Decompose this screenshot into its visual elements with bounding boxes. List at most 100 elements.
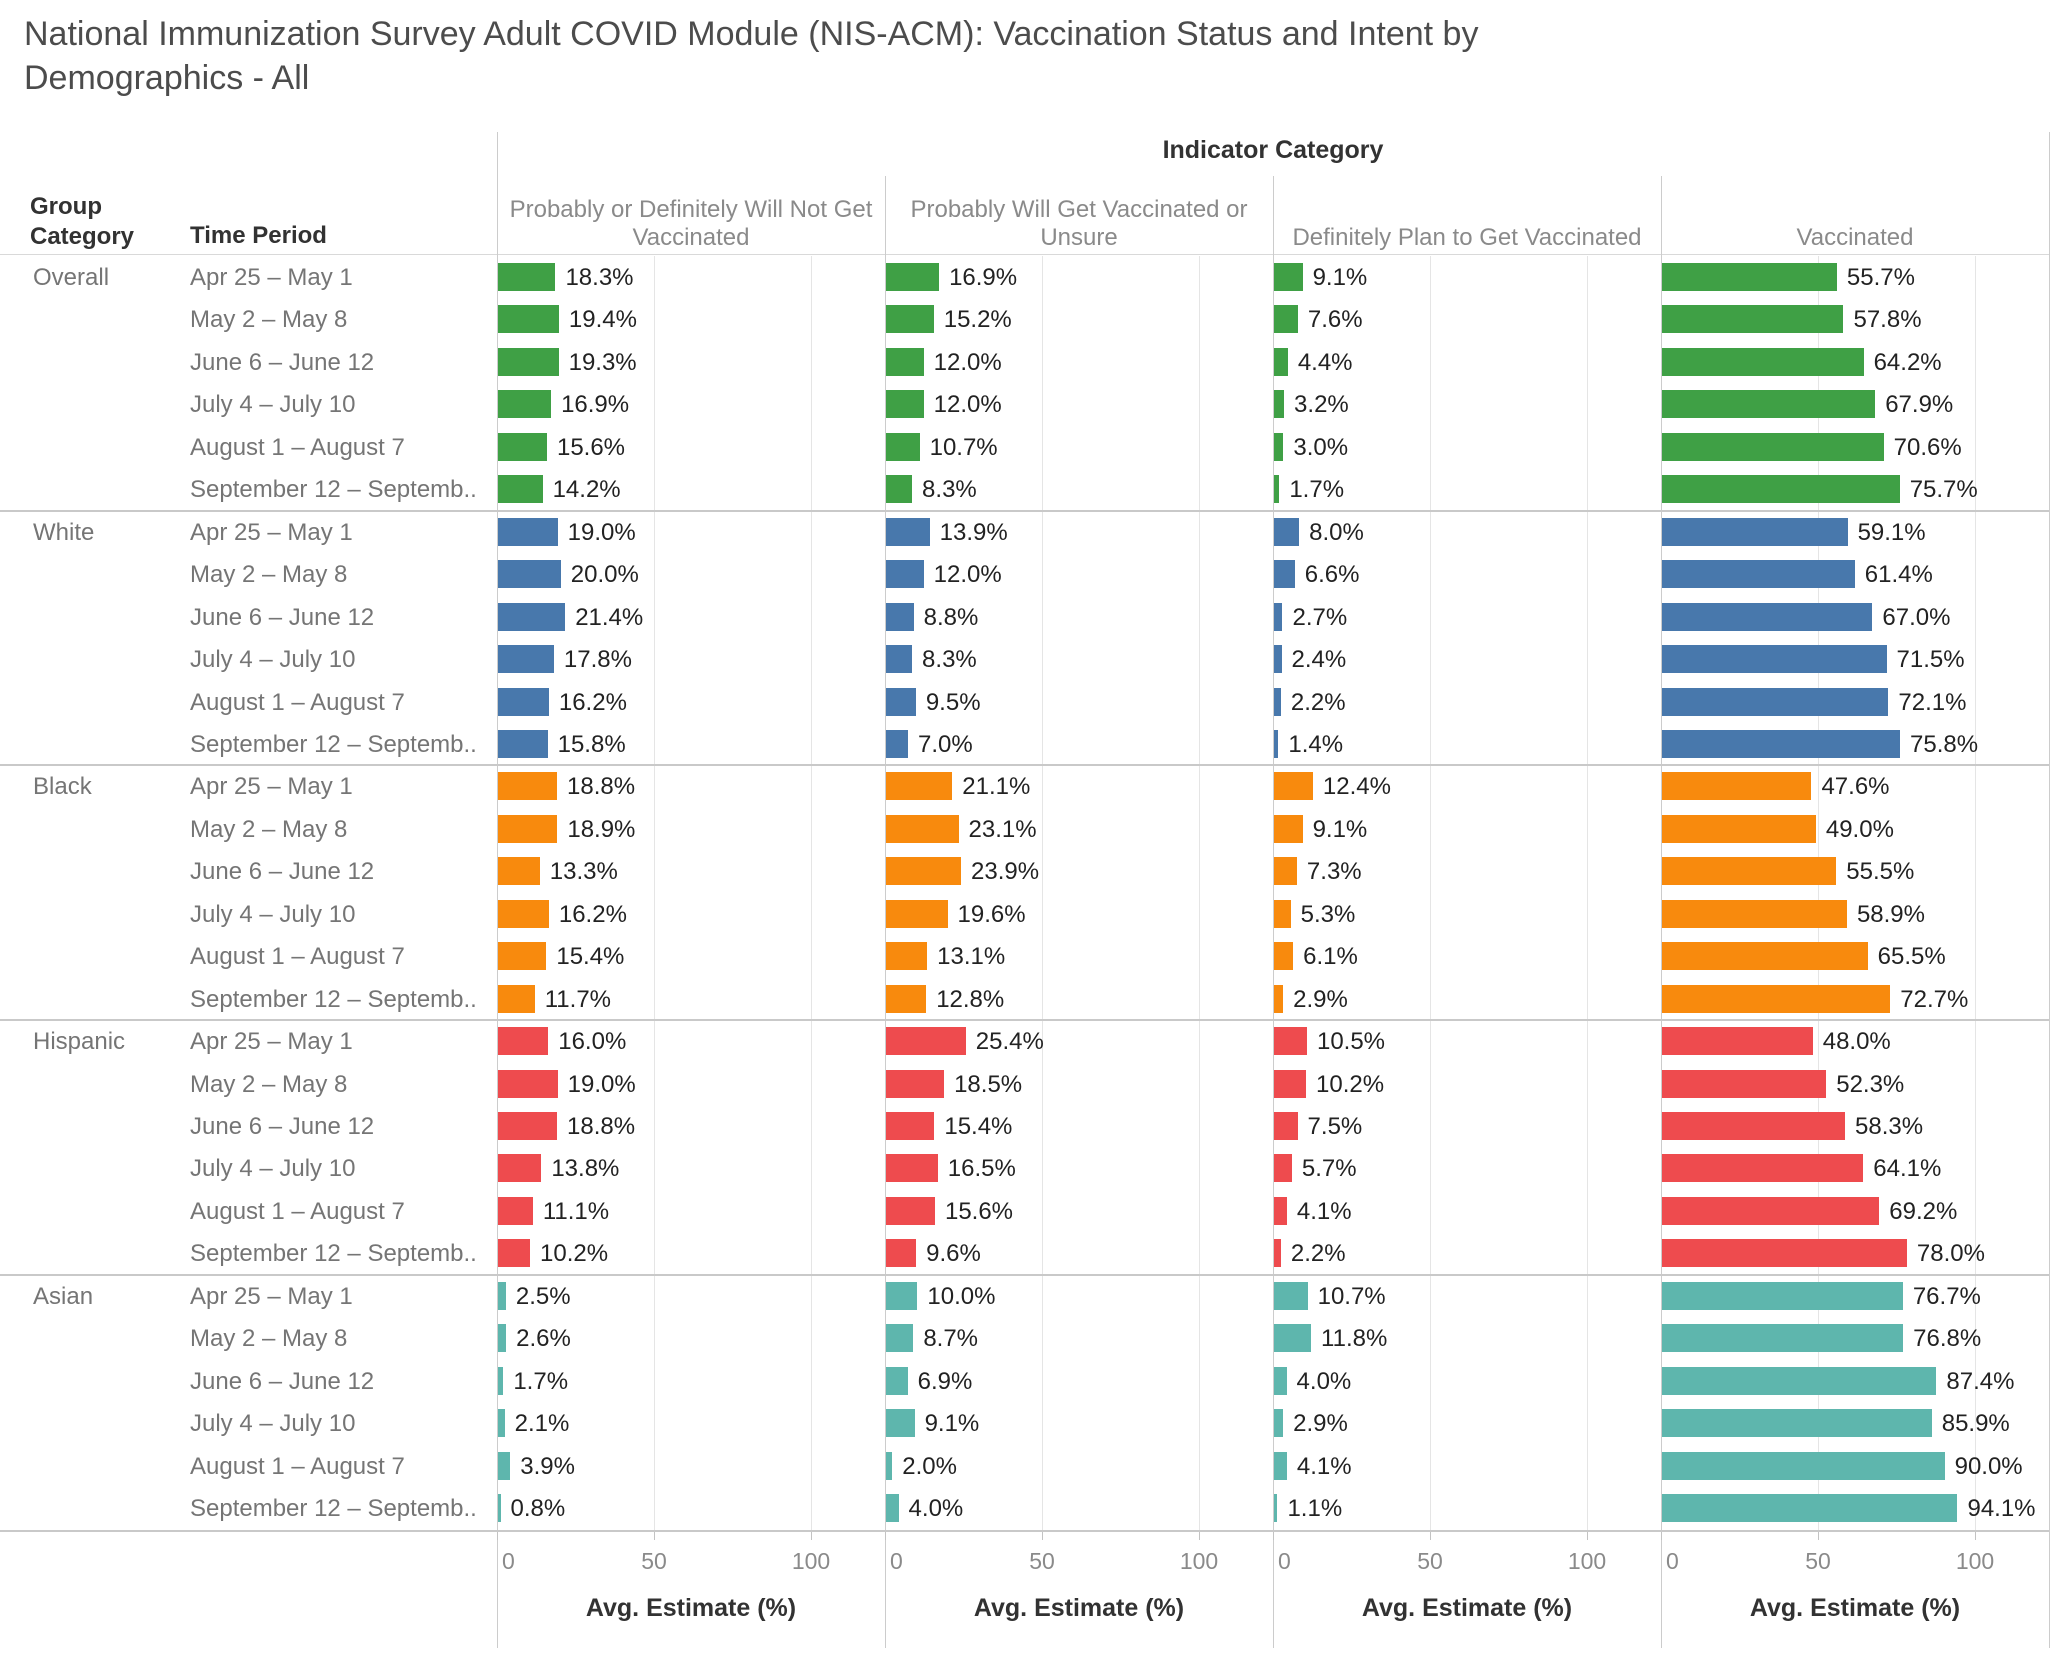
bar[interactable] <box>1662 263 1837 291</box>
bar[interactable] <box>1662 517 1848 546</box>
bar[interactable] <box>1274 1324 1312 1353</box>
bar[interactable] <box>886 517 930 546</box>
bar[interactable] <box>498 517 558 546</box>
bar[interactable] <box>1274 645 1282 674</box>
bar[interactable] <box>886 263 940 291</box>
bar[interactable] <box>1662 942 1868 971</box>
bar[interactable] <box>1662 432 1884 461</box>
bar[interactable] <box>498 390 552 419</box>
bar[interactable] <box>498 432 547 461</box>
bar[interactable] <box>1274 1239 1281 1268</box>
bar[interactable] <box>1274 602 1283 631</box>
bar[interactable] <box>498 772 558 801</box>
bar[interactable] <box>498 645 554 674</box>
bar[interactable] <box>886 984 927 1013</box>
bar[interactable] <box>498 1281 506 1310</box>
bar[interactable] <box>1662 1366 1937 1395</box>
bar[interactable] <box>1662 475 1900 504</box>
bar[interactable] <box>1274 1451 1287 1480</box>
bar[interactable] <box>498 305 559 334</box>
bar[interactable] <box>1274 942 1294 971</box>
bar[interactable] <box>886 1027 966 1056</box>
bar[interactable] <box>498 1027 549 1056</box>
bar[interactable] <box>498 475 543 504</box>
bar[interactable] <box>1274 1112 1298 1140</box>
bar[interactable] <box>498 1494 501 1523</box>
bar[interactable] <box>498 857 540 886</box>
bar[interactable] <box>1662 1324 1904 1353</box>
bar[interactable] <box>1662 1112 1846 1140</box>
bar[interactable] <box>886 1281 918 1310</box>
bar[interactable] <box>886 475 913 504</box>
bar[interactable] <box>886 1069 945 1098</box>
bar[interactable] <box>1662 1027 1813 1056</box>
bar[interactable] <box>886 432 920 461</box>
bar[interactable] <box>498 1409 505 1438</box>
bar[interactable] <box>1274 560 1295 589</box>
bar[interactable] <box>1274 1281 1308 1310</box>
bar[interactable] <box>886 602 914 631</box>
bar[interactable] <box>1662 1281 1903 1310</box>
bar[interactable] <box>1662 1409 1932 1438</box>
bar[interactable] <box>498 1366 504 1395</box>
bar[interactable] <box>1274 814 1303 843</box>
bar[interactable] <box>886 1324 914 1353</box>
bar[interactable] <box>886 1366 908 1395</box>
bar[interactable] <box>498 899 549 928</box>
bar[interactable] <box>886 857 962 886</box>
bar[interactable] <box>498 263 556 291</box>
bar[interactable] <box>498 1196 533 1225</box>
bar[interactable] <box>1274 347 1288 376</box>
bar[interactable] <box>886 1494 899 1523</box>
bar[interactable] <box>1662 899 1847 928</box>
bar[interactable] <box>1662 1069 1827 1098</box>
bar[interactable] <box>1274 1494 1278 1523</box>
bar[interactable] <box>886 560 924 589</box>
bar[interactable] <box>1662 729 1900 758</box>
bar[interactable] <box>1274 857 1297 886</box>
bar[interactable] <box>886 1154 938 1183</box>
bar[interactable] <box>1662 602 1873 631</box>
bar[interactable] <box>498 560 561 589</box>
bar[interactable] <box>1662 984 1891 1013</box>
bar[interactable] <box>886 729 908 758</box>
bar[interactable] <box>886 1451 893 1480</box>
bar[interactable] <box>1662 1451 1945 1480</box>
bar[interactable] <box>886 814 959 843</box>
bar[interactable] <box>1274 772 1313 801</box>
bar[interactable] <box>886 687 916 716</box>
bar[interactable] <box>1274 517 1300 546</box>
bar[interactable] <box>886 1112 935 1140</box>
bar[interactable] <box>1274 475 1280 504</box>
bar[interactable] <box>498 1451 511 1480</box>
bar[interactable] <box>886 1196 935 1225</box>
bar[interactable] <box>1662 857 1837 886</box>
bar[interactable] <box>1662 560 1855 589</box>
bar[interactable] <box>1274 263 1303 291</box>
bar[interactable] <box>886 772 953 801</box>
bar[interactable] <box>1274 1409 1284 1438</box>
bar[interactable] <box>886 1409 915 1438</box>
bar[interactable] <box>1662 772 1812 801</box>
bar[interactable] <box>886 899 948 928</box>
bar[interactable] <box>1662 1196 1880 1225</box>
bar[interactable] <box>498 1324 507 1353</box>
bar[interactable] <box>1662 645 1887 674</box>
bar[interactable] <box>886 1239 917 1268</box>
bar[interactable] <box>1662 390 1876 419</box>
bar[interactable] <box>498 687 549 716</box>
bar[interactable] <box>1662 347 1864 376</box>
bar[interactable] <box>886 347 924 376</box>
bar[interactable] <box>498 984 535 1013</box>
bar[interactable] <box>1274 432 1284 461</box>
bar[interactable] <box>886 305 934 334</box>
bar[interactable] <box>1662 305 1844 334</box>
bar[interactable] <box>1274 899 1291 928</box>
bar[interactable] <box>1274 1154 1292 1183</box>
bar[interactable] <box>1274 1366 1287 1395</box>
bar[interactable] <box>1274 984 1284 1013</box>
bar[interactable] <box>498 347 559 376</box>
bar[interactable] <box>498 1239 531 1268</box>
bar[interactable] <box>498 729 548 758</box>
bar[interactable] <box>1662 687 1889 716</box>
